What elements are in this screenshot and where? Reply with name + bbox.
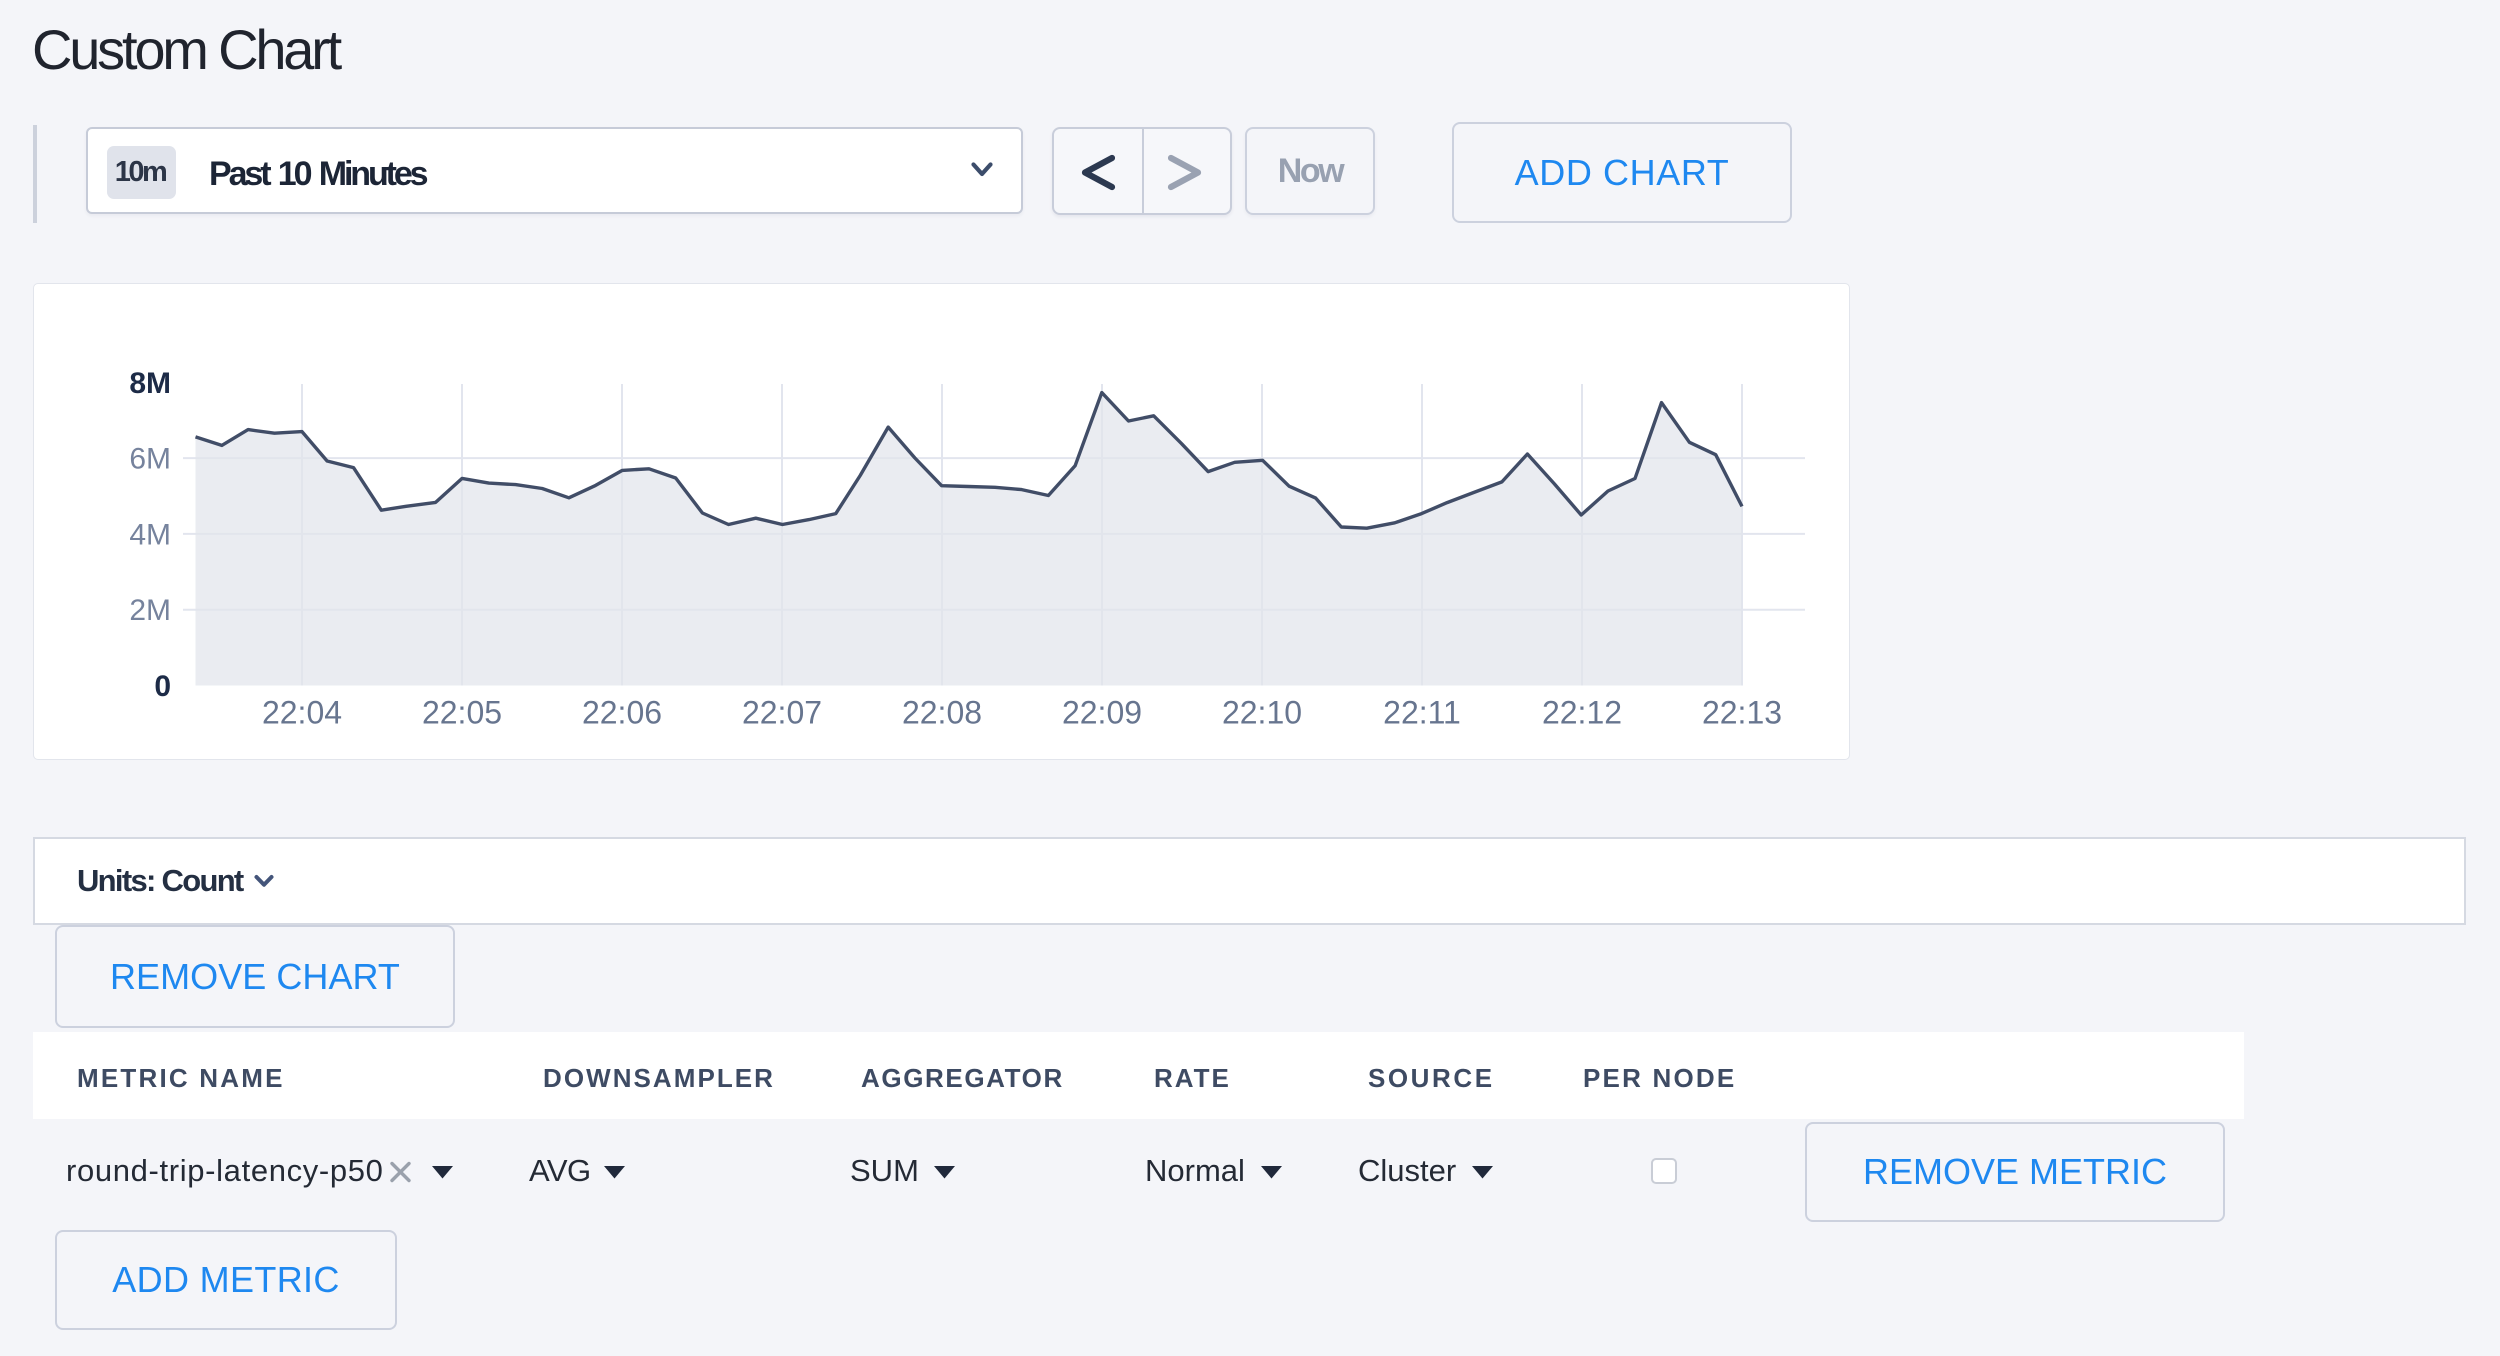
svg-text:22:08: 22:08 — [902, 695, 982, 731]
svg-text:4M: 4M — [129, 518, 171, 551]
svg-text:22:05: 22:05 — [422, 695, 502, 731]
svg-text:2M: 2M — [129, 594, 171, 627]
svg-text:22:06: 22:06 — [582, 695, 662, 731]
svg-text:6M: 6M — [129, 443, 171, 476]
svg-text:8M: 8M — [129, 367, 171, 400]
svg-text:22:09: 22:09 — [1062, 695, 1142, 731]
svg-text:22:07: 22:07 — [742, 695, 822, 731]
svg-text:0: 0 — [154, 670, 171, 703]
svg-text:22:13: 22:13 — [1702, 695, 1782, 731]
svg-text:22:04: 22:04 — [262, 695, 342, 731]
svg-text:22:10: 22:10 — [1222, 695, 1302, 731]
svg-text:22:12: 22:12 — [1542, 695, 1622, 731]
svg-text:22:11: 22:11 — [1383, 695, 1461, 731]
